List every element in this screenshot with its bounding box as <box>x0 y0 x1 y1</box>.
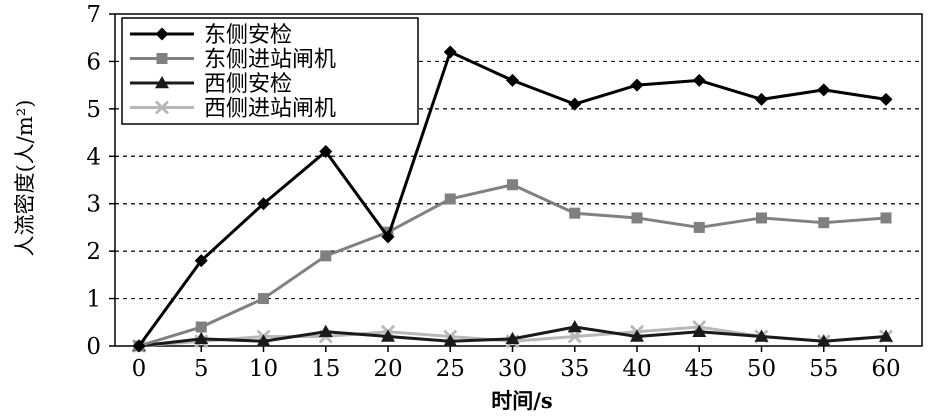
y-tick-label: 1 <box>86 287 101 313</box>
data-point <box>880 212 892 224</box>
data-point <box>567 329 582 344</box>
data-point <box>381 329 395 342</box>
x-axis-label: 时间/s <box>491 388 553 413</box>
y-axis-label: 人流密度(人/m²) <box>13 100 37 257</box>
series-2 <box>133 179 892 352</box>
data-point <box>506 73 519 87</box>
data-point <box>505 331 520 345</box>
data-point <box>818 217 830 229</box>
y-axis-ticks: 0 1 2 3 4 5 6 7 <box>86 2 115 360</box>
data-point <box>693 221 705 233</box>
data-point <box>194 331 209 345</box>
series-line <box>138 183 887 348</box>
legend-item: 西侧进站闸机 <box>130 97 336 122</box>
data-point <box>879 329 893 342</box>
legend-item: 东侧安检 <box>130 23 292 48</box>
data-point <box>381 230 395 244</box>
y-tick-label: 6 <box>86 49 101 75</box>
x-tick-label: 0 <box>132 356 147 382</box>
y-tick-label: 7 <box>86 2 101 28</box>
data-point <box>879 92 893 106</box>
data-point <box>258 293 269 305</box>
data-point <box>692 324 707 338</box>
x-tick-label: 40 <box>622 356 651 382</box>
x-tick-label: 20 <box>373 356 402 382</box>
data-point <box>320 250 332 262</box>
data-point <box>568 97 582 111</box>
data-point <box>817 83 831 97</box>
grid-lines <box>115 60 922 300</box>
data-point <box>631 212 643 224</box>
data-point <box>692 73 706 87</box>
x-tick-label: 50 <box>747 356 776 382</box>
data-point <box>630 329 644 342</box>
data-point <box>194 254 208 268</box>
x-tick-label: 10 <box>249 356 278 382</box>
y-tick-label: 4 <box>86 144 101 170</box>
legend-item: 东侧进站闸机 <box>130 48 336 73</box>
data-point <box>755 92 768 106</box>
data-point <box>816 334 831 347</box>
x-tick-label: 5 <box>194 356 209 382</box>
data-point <box>507 179 518 191</box>
x-tick-label: 60 <box>871 356 900 382</box>
x-tick-label: 45 <box>685 356 714 382</box>
legend-marker <box>156 53 168 64</box>
x-tick-label: 55 <box>809 356 838 382</box>
data-point <box>630 78 644 92</box>
y-tick-label: 0 <box>86 334 101 360</box>
x-tick-label: 15 <box>311 356 340 382</box>
data-point <box>443 334 458 347</box>
legend-label: 西侧安检 <box>204 72 292 97</box>
y-tick-label: 2 <box>86 239 101 265</box>
legend-label: 东侧安检 <box>204 23 292 48</box>
data-point <box>444 193 456 205</box>
data-point <box>319 145 333 159</box>
legend-marker <box>155 76 169 89</box>
x-axis-ticks: 0 5 10 15 20 25 30 35 40 45 50 55 60 <box>132 346 901 382</box>
data-point <box>567 320 582 333</box>
data-point <box>195 321 207 333</box>
y-tick-label: 3 <box>86 192 101 218</box>
legend-marker <box>155 100 169 115</box>
x-tick-label: 35 <box>560 356 589 382</box>
legend-label: 东侧进站闸机 <box>204 48 336 73</box>
legend-label: 西侧进站闸机 <box>204 97 336 122</box>
x-tick-label: 30 <box>498 356 527 382</box>
data-point <box>754 329 769 342</box>
data-point <box>256 334 271 347</box>
series-layer <box>132 45 893 353</box>
data-point <box>257 197 270 211</box>
x-tick-label: 25 <box>436 356 465 382</box>
legend-marker <box>155 27 169 41</box>
y-tick-label: 5 <box>86 97 101 123</box>
data-point <box>443 45 457 59</box>
data-point <box>756 212 767 224</box>
series-1 <box>132 45 893 353</box>
data-point <box>569 207 581 219</box>
data-point <box>318 324 333 338</box>
legend-item: 西侧安检 <box>130 72 292 97</box>
